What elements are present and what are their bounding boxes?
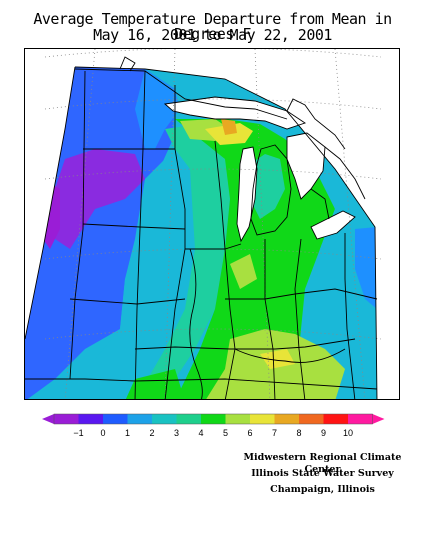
region-orange-superior xyxy=(221,119,237,135)
legend-tick-label: 9 xyxy=(321,428,326,438)
legend-tick-label: 3 xyxy=(174,428,179,438)
legend-swatch xyxy=(176,414,202,424)
legend-swatch xyxy=(152,414,177,424)
legend-arrow-high xyxy=(372,414,385,424)
legend-tick-label: 8 xyxy=(296,428,301,438)
legend-swatch xyxy=(201,414,226,424)
lake-superior xyxy=(165,97,305,129)
lake-erie xyxy=(311,211,355,239)
region-teal-band xyxy=(136,124,230,399)
legend-swatch xyxy=(274,414,300,424)
legend-tick-label: −1 xyxy=(73,428,83,438)
legend-tick-label: 2 xyxy=(149,428,154,438)
legend-swatch xyxy=(103,414,128,424)
temperature-map xyxy=(24,48,400,400)
region-plains-cyan xyxy=(85,149,195,399)
region-sw-green xyxy=(125,369,185,399)
region-michigan-teal xyxy=(250,154,285,219)
map-canvas xyxy=(25,49,399,399)
legend-swatch xyxy=(127,414,153,424)
legend-swatch xyxy=(78,414,104,424)
region-east-cyan xyxy=(315,169,377,349)
legend-tick-label: 1 xyxy=(125,428,130,438)
legend-swatch xyxy=(250,414,275,424)
credit-organization: Midwestern Regional Climate Center xyxy=(243,452,402,475)
region-green-central xyxy=(175,119,335,399)
region-west-blue xyxy=(25,67,175,399)
legend-tick-label: 0 xyxy=(100,428,105,438)
map-title: Average Temperature Departure from Mean … xyxy=(33,10,392,43)
legend-swatch xyxy=(299,414,324,424)
legend-tick-label: 6 xyxy=(247,428,252,438)
legend-swatch xyxy=(54,414,79,424)
legend-tick-label: 5 xyxy=(223,428,228,438)
credit-agency: Illinois State Water Survey xyxy=(251,468,394,479)
region-northwest-blue xyxy=(135,69,180,149)
region-east-blue xyxy=(355,227,377,309)
legend-swatch xyxy=(323,414,349,424)
credit-location: Champaign, Illinois xyxy=(270,484,375,495)
legend-tick-label: 7 xyxy=(272,428,277,438)
legend-arrow-low xyxy=(42,414,54,424)
region-lime-mid xyxy=(230,254,257,289)
legend-tick-label: 10 xyxy=(343,428,353,438)
legend-tick-label: 4 xyxy=(198,428,203,438)
lake-michigan xyxy=(237,147,257,241)
map-date-range: May 16, 2001 to May 22, 2001 xyxy=(93,26,332,44)
legend-swatch xyxy=(348,414,373,424)
region-yellow-south xyxy=(260,349,295,369)
region-purple-core xyxy=(55,149,145,249)
legend-swatch xyxy=(225,414,251,424)
graticule-lines xyxy=(44,49,382,399)
state-borders xyxy=(25,56,378,399)
color-scale-legend: −1 0 1 2 3 4 5 6 7 8 9 10 xyxy=(42,413,385,438)
